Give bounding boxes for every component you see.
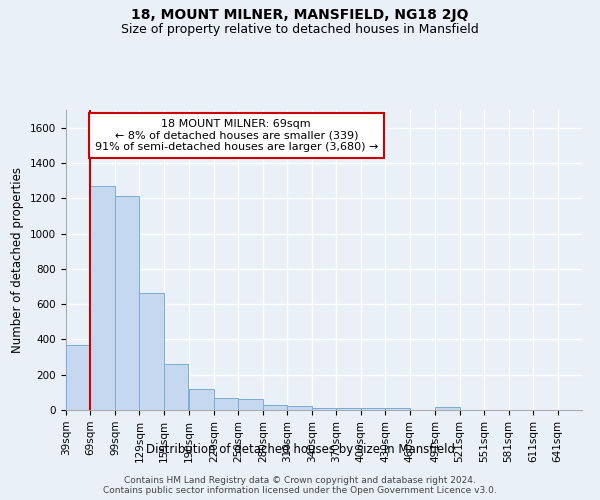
Text: 18, MOUNT MILNER, MANSFIELD, NG18 2JQ: 18, MOUNT MILNER, MANSFIELD, NG18 2JQ [131,8,469,22]
Bar [385,408,410,410]
Bar [287,406,312,410]
Bar [336,408,361,410]
Text: 18 MOUNT MILNER: 69sqm
← 8% of detached houses are smaller (339)
91% of semi-det: 18 MOUNT MILNER: 69sqm ← 8% of detached … [95,119,378,152]
Bar [91,186,115,410]
Text: Distribution of detached houses by size in Mansfield: Distribution of detached houses by size … [146,442,455,456]
Bar [361,408,385,410]
Bar [435,408,460,410]
Bar [263,404,287,410]
Bar [66,344,91,410]
Bar [214,398,238,410]
Bar [312,408,336,410]
Bar [189,389,214,410]
Y-axis label: Number of detached properties: Number of detached properties [11,167,25,353]
Text: Contains HM Land Registry data © Crown copyright and database right 2024.
Contai: Contains HM Land Registry data © Crown c… [103,476,497,495]
Text: Size of property relative to detached houses in Mansfield: Size of property relative to detached ho… [121,22,479,36]
Bar [115,196,139,410]
Bar [164,364,188,410]
Bar [139,292,164,410]
Bar [238,398,263,410]
